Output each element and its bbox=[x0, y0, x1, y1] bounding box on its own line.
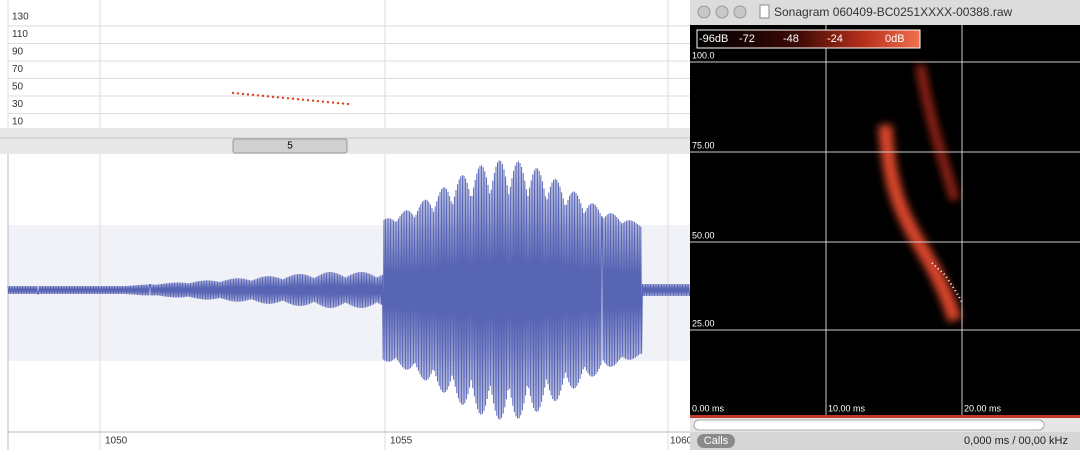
pitch-dot bbox=[326, 100, 330, 104]
zoom-button[interactable] bbox=[733, 5, 747, 19]
y-label: 30 bbox=[12, 99, 24, 110]
pitch-dot bbox=[306, 99, 310, 102]
pitch-dot bbox=[231, 91, 235, 95]
y-label: 50 bbox=[12, 82, 24, 93]
sonagram-window bbox=[690, 0, 1080, 450]
pitch-dot bbox=[291, 97, 295, 100]
scroll-knob[interactable] bbox=[693, 419, 1045, 431]
pitch-dot bbox=[261, 94, 265, 98]
call-trace bbox=[878, 124, 962, 323]
pitch-dot bbox=[241, 92, 245, 96]
pitch-dot bbox=[296, 98, 300, 101]
x-label: 20.00 ms bbox=[964, 403, 1002, 413]
color-scale bbox=[696, 29, 921, 49]
y-label: 70 bbox=[12, 64, 24, 75]
readout: 0,000 ms / 00,00 kHz bbox=[964, 435, 1068, 447]
harmonic-trace bbox=[915, 64, 960, 202]
pitch-dot bbox=[301, 98, 305, 101]
x-label: 1055 bbox=[390, 436, 413, 447]
pitch-dot bbox=[331, 101, 335, 104]
pitch-dot bbox=[281, 96, 285, 100]
scale-label: -48 bbox=[783, 33, 799, 45]
pitch-dot bbox=[341, 102, 345, 105]
calls-button[interactable] bbox=[697, 434, 735, 448]
y-label: 90 bbox=[12, 47, 24, 58]
scroll-thumb[interactable] bbox=[232, 138, 348, 154]
x-label: 0.00 ms bbox=[692, 403, 725, 413]
y-label: 75.00 bbox=[692, 140, 715, 150]
title-bar bbox=[690, 0, 1080, 25]
y-label: 100.0 bbox=[692, 50, 715, 60]
spectrogram-traces bbox=[878, 64, 962, 323]
close-button[interactable] bbox=[697, 5, 711, 19]
y-label: 50.00 bbox=[692, 230, 715, 240]
y-label: 130 bbox=[12, 12, 29, 23]
x-label: 1060 bbox=[670, 436, 693, 447]
pitch-dot bbox=[266, 95, 270, 98]
pitch-dot bbox=[256, 94, 260, 97]
y-label: 25.00 bbox=[692, 318, 715, 328]
waveform bbox=[7, 160, 691, 420]
timeline bbox=[690, 415, 1080, 418]
scale-label: -72 bbox=[739, 33, 755, 45]
y-label: 10 bbox=[12, 117, 24, 128]
pitch-dot bbox=[236, 92, 240, 95]
pitch-dot bbox=[336, 101, 340, 105]
y-label: 110 bbox=[12, 29, 28, 40]
status-bar bbox=[690, 432, 1080, 450]
window-title: Sonagram 060409-BC0251XXXX-00388.raw bbox=[774, 5, 1012, 19]
call-marker bbox=[931, 262, 963, 303]
pitch-dot bbox=[346, 102, 350, 106]
file-icon bbox=[759, 4, 770, 19]
pitch-dot bbox=[251, 93, 255, 97]
calls-label[interactable]: Calls bbox=[704, 435, 729, 447]
scroll-label: 5 bbox=[287, 141, 293, 152]
pitch-dot bbox=[316, 99, 320, 103]
pitch-dot bbox=[276, 96, 280, 99]
top-plot bbox=[0, 0, 690, 128]
scale-label: -24 bbox=[827, 33, 843, 45]
pitch-dot bbox=[286, 97, 290, 100]
pitch-dot bbox=[311, 99, 315, 102]
scale-label: 0dB bbox=[885, 33, 905, 45]
scale-label: -96dB bbox=[699, 33, 728, 45]
x-label: 1050 bbox=[105, 436, 128, 447]
pitch-dot bbox=[271, 95, 275, 99]
pitch-dot bbox=[321, 100, 325, 103]
pitch-dot bbox=[246, 93, 250, 96]
x-label: 10.00 ms bbox=[828, 403, 866, 413]
minimize-button[interactable] bbox=[715, 5, 729, 19]
